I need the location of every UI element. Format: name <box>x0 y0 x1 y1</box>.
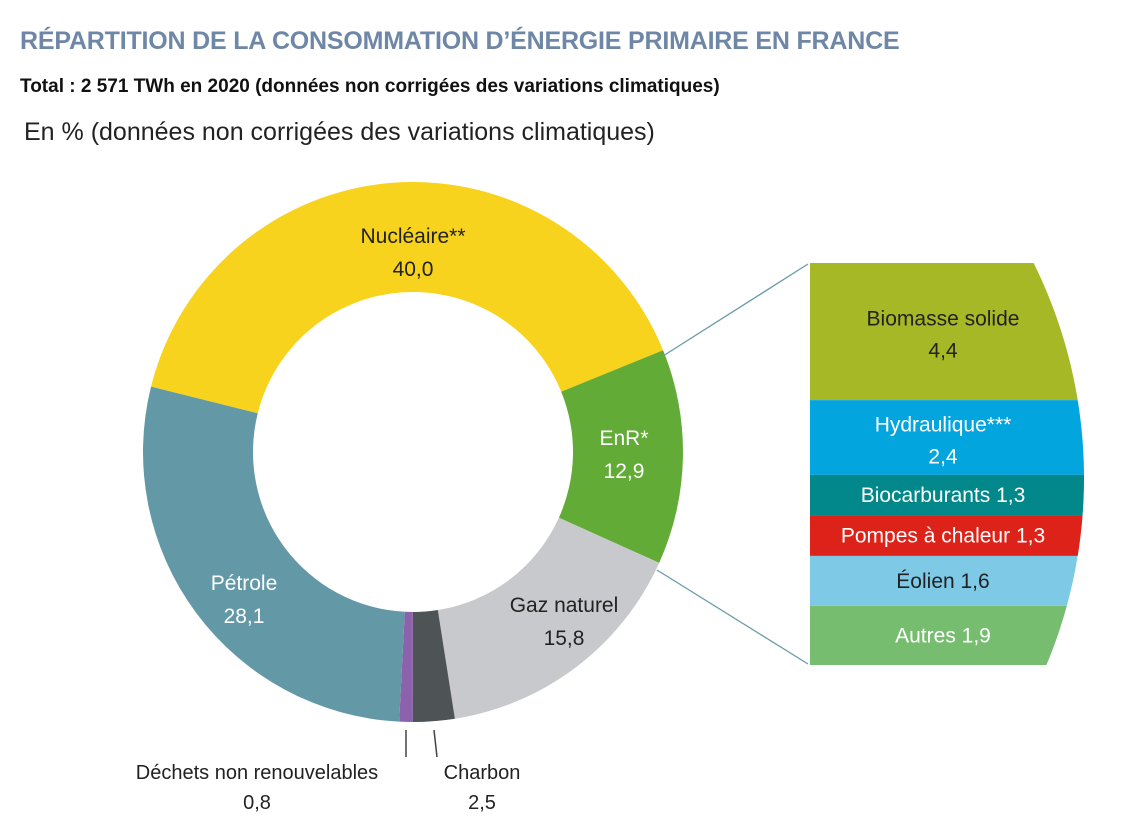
slice-label: EnR* 12,9 <box>599 427 648 483</box>
segment-0 <box>810 263 1084 401</box>
slice-label-outside: Charbon 2,5 <box>444 762 521 814</box>
enr-breakdown-bar <box>810 263 1084 665</box>
slice-label: Pétrole 28,1 <box>211 572 278 628</box>
segment-2 <box>810 474 1084 516</box>
slice-pétrole <box>143 386 405 722</box>
slice-enr- <box>558 350 683 563</box>
chart-subtitle: Total : 2 571 TWh en 2020 (données non c… <box>20 76 720 97</box>
slice-nucléaire- <box>151 182 664 414</box>
slice-charbon <box>412 610 455 722</box>
segment-label: Biomasse solide 4,4 <box>867 308 1020 363</box>
segment-label: Éolien 1,6 <box>896 570 989 593</box>
segment-4 <box>810 555 1084 606</box>
segment-5 <box>810 605 1084 665</box>
segment-label: Biocarburants 1,3 <box>861 484 1026 507</box>
slice-gaz-naturel <box>437 517 660 719</box>
segment-3 <box>810 515 1084 556</box>
connector-line-bottom <box>656 569 809 665</box>
segment-1 <box>810 400 1084 475</box>
slice-label: Gaz naturel 15,8 <box>510 594 619 650</box>
segment-label: Pompes à chaleur 1,3 <box>841 525 1045 548</box>
slice-déchets-non-renouvelables <box>399 611 413 722</box>
chart-title: RÉPARTITION DE LA CONSOMMATION D’ÉNERGIE… <box>20 27 900 55</box>
slice-label-outside: Déchets non renouvelables 0,8 <box>136 762 378 814</box>
leader-line-charbon <box>433 729 438 758</box>
slice-label: Nucléaire** 40,0 <box>360 225 465 281</box>
unit-note: En % (données non corrigées des variatio… <box>24 118 655 146</box>
segment-label: Autres 1,9 <box>895 624 991 647</box>
segment-label: Hydraulique*** 2,4 <box>875 414 1012 469</box>
connector-line-top <box>662 263 809 357</box>
